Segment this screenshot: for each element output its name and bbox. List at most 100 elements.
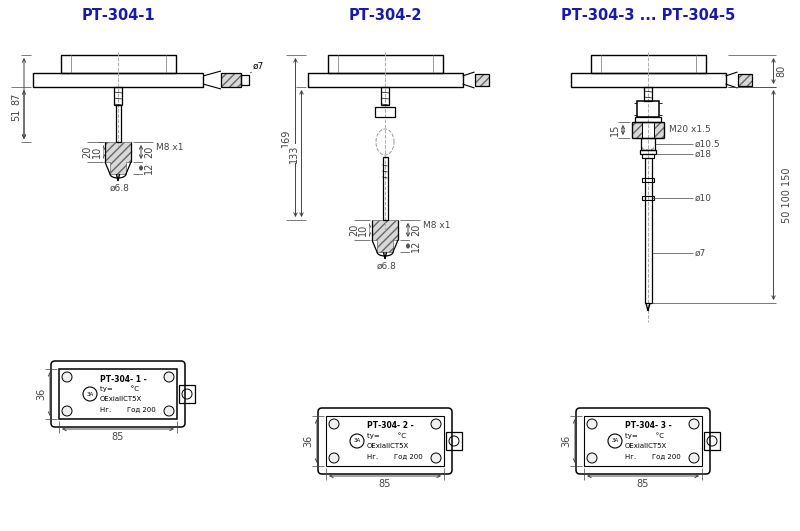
Polygon shape [632, 122, 642, 138]
Bar [584, 416, 702, 466]
Text: 85: 85 [379, 479, 391, 489]
Text: 20: 20 [411, 224, 421, 236]
Text: ОЕхiаIIСТ5Х: ОЕхiаIIСТ5Х [367, 443, 410, 449]
Bar [642, 196, 654, 200]
Bar [61, 55, 175, 73]
Text: 20: 20 [349, 224, 359, 236]
Text: 36: 36 [36, 388, 46, 400]
Bar [221, 73, 241, 87]
Bar [570, 73, 726, 87]
Bar [381, 87, 389, 105]
FancyBboxPatch shape [576, 408, 710, 474]
Circle shape [431, 419, 441, 429]
Bar [326, 416, 444, 466]
Text: Нг.       Год 200: Нг. Год 200 [625, 453, 686, 459]
Bar [33, 73, 203, 87]
Text: ø6.8: ø6.8 [377, 262, 397, 271]
Text: M8 x1: M8 x1 [423, 220, 450, 229]
Text: РТ-304-3 ... РТ-304-5: РТ-304-3 ... РТ-304-5 [561, 8, 735, 23]
Text: 20: 20 [82, 146, 92, 158]
Text: Нг.       Год 200: Нг. Год 200 [367, 453, 427, 459]
Text: 50 100 150: 50 100 150 [782, 167, 793, 222]
Circle shape [431, 453, 441, 463]
Polygon shape [738, 74, 751, 86]
Text: РТ-304-1: РТ-304-1 [81, 8, 155, 23]
Text: ОЕхiаIIСТ5Х: ОЕхiаIIСТ5Х [100, 396, 142, 402]
Text: ЗА: ЗА [611, 439, 618, 443]
Bar [642, 154, 654, 158]
Bar [115, 105, 121, 142]
Bar [59, 369, 177, 419]
Circle shape [62, 372, 72, 382]
Text: 10: 10 [358, 224, 368, 236]
Bar [446, 432, 462, 450]
Text: 36: 36 [561, 435, 571, 447]
Text: 12: 12 [144, 162, 154, 174]
Circle shape [62, 406, 72, 416]
Text: Нг.       Год 200: Нг. Год 200 [100, 406, 160, 412]
Bar [641, 138, 655, 150]
Text: tу=        °C: tу= °C [100, 386, 139, 392]
Bar [645, 158, 651, 303]
Text: ЗА: ЗА [86, 391, 94, 397]
Bar [635, 117, 661, 122]
Bar [382, 157, 387, 220]
Text: ОЕхiаIIСТ5Х: ОЕхiаIIСТ5Х [625, 443, 667, 449]
Polygon shape [221, 73, 241, 87]
Text: ø7: ø7 [695, 249, 706, 258]
Text: 10: 10 [92, 146, 102, 158]
Bar [738, 74, 751, 86]
Text: РТ-304- 1 -: РТ-304- 1 - [100, 374, 154, 383]
Bar [642, 178, 654, 182]
Text: 85: 85 [112, 432, 124, 442]
Text: M8 x1: M8 x1 [156, 142, 183, 151]
Text: 133: 133 [289, 144, 298, 162]
Polygon shape [654, 122, 664, 138]
Text: РТ-304-2: РТ-304-2 [348, 8, 422, 23]
Circle shape [587, 453, 597, 463]
Text: 12: 12 [411, 240, 421, 252]
Circle shape [164, 406, 174, 416]
Text: РТ-304- 2 -: РТ-304- 2 - [367, 422, 422, 431]
Bar [704, 432, 720, 450]
Text: 36: 36 [303, 435, 313, 447]
Polygon shape [474, 74, 489, 86]
Text: ø10.5: ø10.5 [695, 140, 721, 149]
Circle shape [329, 453, 339, 463]
Circle shape [164, 372, 174, 382]
Text: ЗА: ЗА [354, 439, 361, 443]
Bar [307, 73, 462, 87]
Bar [637, 101, 659, 117]
Text: M20 x1.5: M20 x1.5 [669, 125, 710, 134]
Text: 85: 85 [637, 479, 649, 489]
Text: 51: 51 [11, 108, 21, 121]
Text: РТ-304- 3 -: РТ-304- 3 - [625, 422, 680, 431]
Circle shape [587, 419, 597, 429]
Text: 20: 20 [144, 146, 154, 158]
Text: 80: 80 [777, 65, 786, 77]
Polygon shape [372, 220, 398, 252]
Bar [474, 74, 489, 86]
Bar [640, 150, 656, 154]
Bar [114, 87, 122, 105]
Text: 15: 15 [610, 124, 620, 136]
Circle shape [689, 453, 699, 463]
Bar [179, 385, 195, 403]
Circle shape [689, 419, 699, 429]
Bar [241, 75, 249, 85]
Text: tу=        °C: tу= °C [367, 433, 406, 439]
FancyBboxPatch shape [318, 408, 452, 474]
Text: ø10: ø10 [695, 193, 712, 202]
Polygon shape [105, 142, 131, 174]
Text: 87: 87 [11, 92, 21, 105]
Circle shape [329, 419, 339, 429]
Text: ø6.8: ø6.8 [110, 184, 130, 193]
Bar [590, 55, 706, 73]
Bar [327, 55, 442, 73]
Text: tу=        °C: tу= °C [625, 433, 664, 439]
Bar [644, 87, 652, 101]
Text: 169: 169 [281, 129, 290, 147]
Text: ø18: ø18 [695, 150, 712, 158]
Text: ø7: ø7 [253, 62, 264, 71]
Bar [375, 107, 395, 117]
